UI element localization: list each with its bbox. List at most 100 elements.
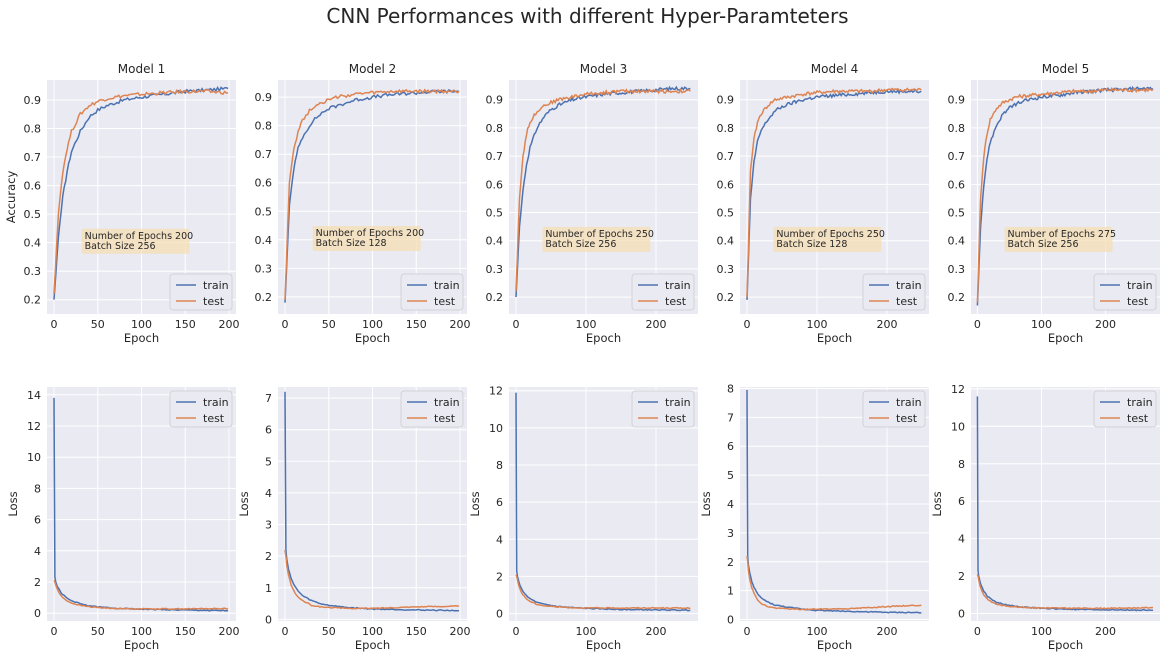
x-axis-label: Epoch	[586, 331, 621, 345]
y-tick-label: 1	[727, 585, 734, 598]
y-tick-label: 0.5	[717, 207, 735, 220]
y-tick-label: 0.7	[24, 151, 42, 164]
x-tick-label: 200	[646, 625, 667, 638]
y-axis-label: Loss	[468, 491, 482, 516]
y-tick-label: 0.9	[255, 91, 273, 104]
y-tick-label: 2	[34, 576, 41, 589]
x-tick-label: 150	[175, 318, 196, 331]
x-axis-label: Epoch	[586, 638, 621, 652]
legend: train test	[1093, 390, 1157, 428]
subplot-accuracy-2: 0.2 0.3 0.4 0.5 0.6 0.7 0.8 0.9 0 50 100 150 200 Mode…	[255, 62, 471, 345]
subplot-loss-1: 0 2 4 6 8 10 12 14 0 50 100 150 200 Epoch Loss train tes…	[6, 387, 240, 652]
y-tick-label: 1	[265, 582, 272, 595]
y-tick-label: 6	[958, 495, 965, 508]
legend-label-train: train	[1127, 279, 1153, 292]
series-line-test	[976, 573, 1153, 610]
legend-label-train: train	[1127, 396, 1153, 409]
x-axis-label: Epoch	[124, 638, 159, 652]
x-tick-label: 150	[406, 625, 427, 638]
y-tick-label: 0.8	[948, 122, 966, 135]
series-line-test	[53, 580, 229, 611]
x-tick-label: 100	[807, 318, 828, 331]
y-tick-label: 0	[496, 608, 503, 621]
x-axis-label: Epoch	[1048, 331, 1083, 345]
x-tick-label: 0	[744, 318, 751, 331]
y-tick-label: 0.2	[486, 291, 504, 304]
y-axis-label: Loss	[6, 491, 20, 516]
y-tick-label: 0.7	[948, 150, 966, 163]
y-tick-label: 0.4	[24, 237, 42, 250]
legend-label-train: train	[896, 396, 922, 409]
annotation-text: Batch Size 256	[1008, 239, 1079, 250]
subplot-accuracy-4: 0.2 0.3 0.4 0.5 0.6 0.7 0.8 0.9 0 100 200 Model 4 Ep…	[717, 62, 929, 345]
subplot-title: Model 4	[811, 62, 858, 76]
legend: train test	[1093, 273, 1157, 311]
legend-label-test: test	[896, 412, 918, 425]
x-tick-label: 200	[877, 318, 898, 331]
x-tick-label: 0	[513, 318, 520, 331]
annotation-text: Batch Size 256	[545, 239, 616, 250]
annotation-text: Batch Size 256	[85, 241, 156, 252]
y-tick-label: 0	[265, 613, 272, 626]
y-tick-label: 0.9	[717, 94, 735, 107]
x-axis-label: Epoch	[124, 331, 159, 345]
legend-label-test: test	[896, 295, 918, 308]
subplot-title: Model 1	[118, 62, 165, 76]
x-tick-label: 100	[576, 625, 597, 638]
y-tick-label: 6	[34, 514, 41, 527]
y-tick-label: 0.3	[255, 262, 273, 275]
x-tick-label: 100	[1031, 318, 1052, 331]
x-tick-label: 0	[282, 625, 289, 638]
x-tick-label: 0	[51, 625, 58, 638]
y-tick-label: 0.5	[255, 205, 273, 218]
y-tick-label: 4	[34, 545, 41, 558]
y-tick-label: 2	[265, 550, 272, 563]
y-tick-label: 0.9	[948, 94, 966, 107]
y-tick-label: 8	[727, 382, 734, 395]
legend: train test	[862, 390, 926, 428]
y-tick-label: 7	[727, 411, 734, 424]
x-tick-label: 200	[219, 318, 240, 331]
series-line-train	[746, 88, 922, 300]
y-tick-label: 0.5	[24, 208, 42, 221]
legend-label-train: train	[665, 396, 691, 409]
y-tick-label: 0.4	[717, 235, 735, 248]
subplot-title: Model 3	[580, 62, 627, 76]
annotation-text: Number of Epochs 250	[545, 229, 654, 240]
annotation-text: Batch Size 128	[316, 238, 387, 249]
y-tick-label: 4	[958, 533, 965, 546]
subplot-title: Model 2	[349, 62, 396, 76]
subplot-loss-4: 0 1 2 3 4 5 6 7 8 0 100 200 Epoch Loss train test	[699, 382, 929, 652]
y-tick-label: 0.9	[24, 94, 42, 107]
x-tick-label: 200	[1095, 318, 1116, 331]
x-tick-label: 0	[282, 318, 289, 331]
y-tick-label: 0	[958, 608, 965, 621]
x-tick-label: 0	[974, 318, 981, 331]
annotation-box	[81, 228, 190, 254]
legend-label-test: test	[434, 295, 456, 308]
x-tick-label: 200	[450, 625, 471, 638]
figure-title: CNN Performances with different Hyper-Pa…	[326, 4, 849, 28]
y-tick-label: 3	[265, 519, 272, 532]
y-tick-label: 0.6	[948, 178, 966, 191]
y-tick-label: 4	[496, 533, 503, 546]
x-tick-label: 100	[131, 625, 152, 638]
x-tick-label: 200	[646, 318, 667, 331]
subplot-loss-3: 0 2 4 6 8 10 12 0 100 200 Epoch Loss train test	[468, 385, 698, 652]
y-tick-label: 14	[27, 389, 41, 402]
x-axis-label: Epoch	[355, 638, 390, 652]
y-tick-label: 12	[951, 383, 965, 396]
x-tick-label: 0	[513, 625, 520, 638]
x-tick-label: 150	[406, 318, 427, 331]
x-tick-label: 50	[91, 625, 105, 638]
y-tick-label: 10	[951, 420, 965, 433]
y-tick-label: 8	[958, 458, 965, 471]
annotation-text: Batch Size 128	[776, 239, 847, 250]
x-tick-label: 100	[362, 625, 383, 638]
legend-label-test: test	[203, 412, 225, 425]
y-tick-label: 0.7	[717, 150, 735, 163]
y-tick-label: 2	[496, 570, 503, 583]
x-tick-label: 200	[1095, 625, 1116, 638]
y-tick-label: 5	[727, 469, 734, 482]
subplot-accuracy-3: 0.2 0.3 0.4 0.5 0.6 0.7 0.8 0.9 0 100 200 Model 3 Ep…	[486, 62, 698, 345]
